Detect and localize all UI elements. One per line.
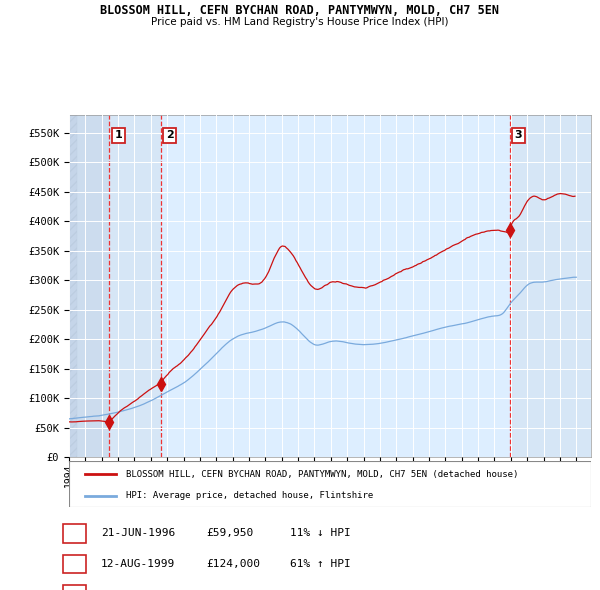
Text: 11% ↓ HPI: 11% ↓ HPI [290,529,350,538]
Text: 1: 1 [71,529,78,538]
Text: 12-AUG-1999: 12-AUG-1999 [101,559,175,569]
Bar [69,115,109,457]
Text: HPI: Average price, detached house, Flintshire: HPI: Average price, detached house, Flin… [127,491,374,500]
Text: 2: 2 [166,130,173,140]
Text: 61% ↑ HPI: 61% ↑ HPI [290,559,350,569]
Text: BLOSSOM HILL, CEFN BYCHAN ROAD, PANTYMWYN, MOLD, CH7 5EN (detached house): BLOSSOM HILL, CEFN BYCHAN ROAD, PANTYMWY… [127,470,519,478]
Text: 1: 1 [115,130,122,140]
Text: BLOSSOM HILL, CEFN BYCHAN ROAD, PANTYMWYN, MOLD, CH7 5EN: BLOSSOM HILL, CEFN BYCHAN ROAD, PANTYMWY… [101,4,499,17]
Text: £59,950: £59,950 [206,529,253,538]
Text: 3: 3 [514,130,522,140]
Text: 2: 2 [71,559,78,569]
Bar [509,115,591,457]
Text: £124,000: £124,000 [206,559,260,569]
Text: Price paid vs. HM Land Registry's House Price Index (HPI): Price paid vs. HM Land Registry's House … [151,17,449,27]
Bar [109,115,161,457]
Text: 21-JUN-1996: 21-JUN-1996 [101,529,175,538]
